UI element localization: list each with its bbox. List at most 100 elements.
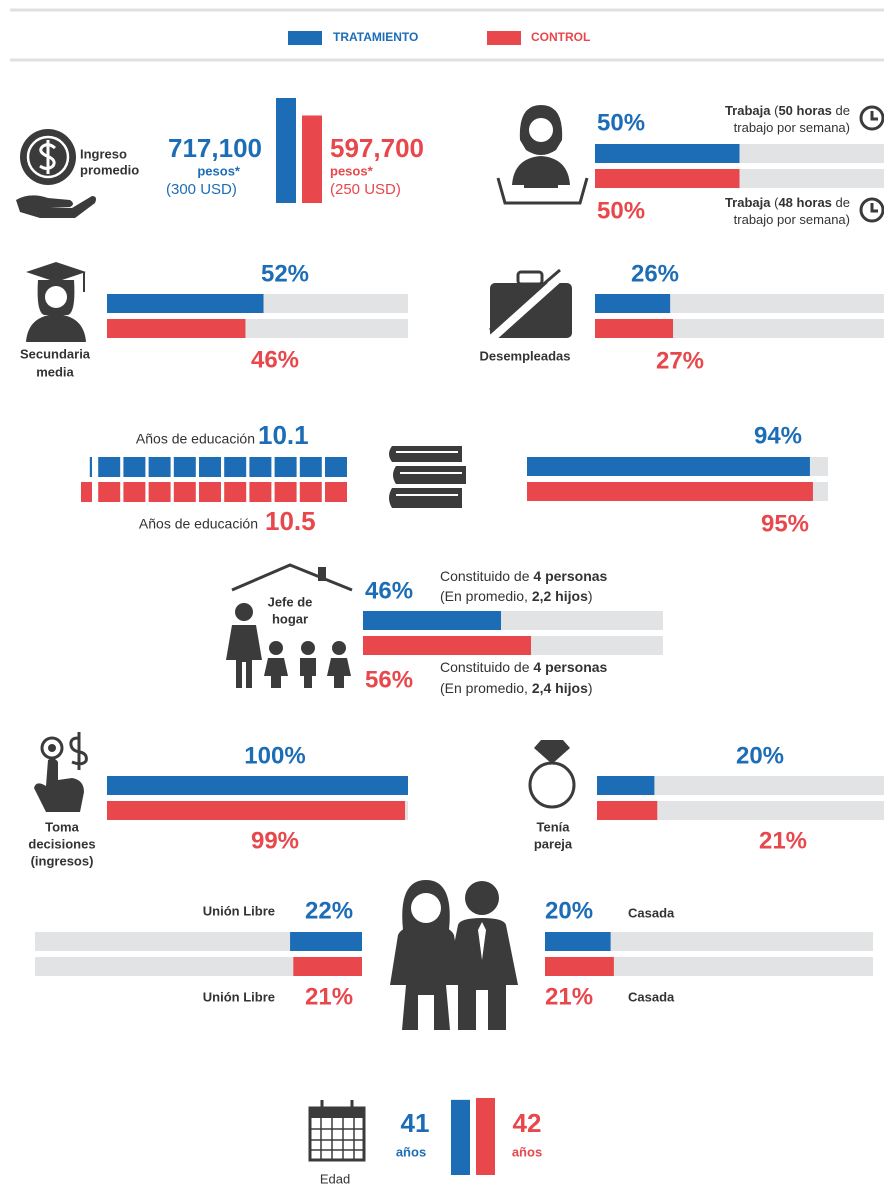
note: (En promedio, 2,2 hijos) (440, 588, 593, 604)
worker-icon (498, 105, 587, 203)
label: (ingresos) (31, 853, 94, 868)
value-label: 50% (597, 109, 645, 136)
value-label: 21% (305, 983, 353, 1010)
label: Casada (628, 989, 675, 1004)
value-label: 100% (244, 742, 305, 769)
value-label: 41 (401, 1108, 430, 1138)
legend-swatch (487, 31, 521, 45)
note-part: 2,2 hijos (532, 588, 588, 604)
value-label: 21% (759, 827, 807, 854)
note: trabajo por semana) (734, 212, 850, 227)
label: decisiones (28, 836, 95, 851)
label: Desempleadas (479, 348, 570, 363)
label: Secundaria (20, 346, 91, 361)
label: Años de educación (139, 516, 258, 532)
unit-squares (81, 482, 347, 502)
clock-hand (872, 203, 878, 211)
legend-swatch (288, 31, 322, 45)
bar (290, 932, 362, 951)
note-part: Constituido de (440, 659, 533, 675)
note: Trabaja (50 horas de (725, 103, 850, 118)
note-part: 2,4 hijos (532, 680, 588, 696)
note: (En promedio, 2,4 hijos) (440, 680, 593, 696)
unit: años (396, 1144, 426, 1159)
unit: pesos* (330, 163, 374, 178)
unit-squares (90, 457, 347, 477)
bar (476, 1098, 495, 1175)
bar (107, 801, 405, 820)
note: Trabaja (48 horas de (725, 195, 850, 210)
couple-icon (390, 880, 518, 1030)
note: Constituido de 4 personas (440, 659, 608, 675)
note-part: trabajo por semana) (734, 212, 850, 227)
value-label: 50% (597, 197, 645, 224)
bar (302, 115, 322, 203)
value-label: 20% (545, 897, 593, 924)
note-part: ) (588, 680, 593, 696)
value-label: 46% (251, 346, 299, 373)
value-label: 95% (761, 510, 809, 537)
family-icon (226, 565, 352, 688)
books-icon (389, 446, 466, 508)
calendar-icon (310, 1100, 364, 1160)
note-part: 4 personas (533, 568, 607, 584)
note-part: de (832, 103, 850, 118)
label: promedio (80, 162, 139, 177)
note-part: 48 horas (778, 195, 831, 210)
note-part: (En promedio, (440, 680, 532, 696)
value-label: 10.5 (265, 506, 316, 536)
value-label: 717,100 (168, 133, 262, 163)
label: media (36, 364, 74, 379)
value-label: 99% (251, 827, 299, 854)
bar (293, 957, 362, 976)
ring-icon (530, 740, 574, 807)
note-part: 4 personas (533, 659, 607, 675)
bar (597, 801, 657, 820)
bar (595, 169, 740, 188)
bar (597, 776, 654, 795)
bar (107, 776, 408, 795)
bar (363, 611, 501, 630)
decision-icon (34, 732, 86, 812)
value-label: 27% (656, 347, 704, 374)
usd: (300 USD) (166, 181, 237, 198)
value-label: 26% (631, 260, 679, 287)
bar (545, 957, 614, 976)
bar (595, 294, 670, 313)
bar (451, 1100, 470, 1175)
legend-label: CONTROL (531, 30, 590, 44)
bar (276, 98, 296, 203)
note-part: Trabaja (725, 103, 771, 118)
bar (363, 636, 531, 655)
value-label: 21% (545, 983, 593, 1010)
note-part: 50 horas (778, 103, 831, 118)
bar (545, 932, 611, 951)
value-label: 52% (261, 260, 309, 287)
note-part: Trabaja (725, 195, 771, 210)
bar (595, 144, 740, 163)
label: Tenía (537, 819, 571, 834)
value-label: 20% (736, 742, 784, 769)
bar (527, 482, 813, 501)
value-label: 22% (305, 897, 353, 924)
value-label: 46% (365, 577, 413, 604)
note-part: Constituido de (440, 568, 533, 584)
usd: (250 USD) (330, 181, 401, 198)
value-label: 56% (365, 666, 413, 693)
label: Unión Libre (203, 903, 275, 918)
label: Toma (45, 819, 79, 834)
label: Ingreso (80, 146, 127, 161)
label: pareja (534, 836, 573, 851)
label: hogar (272, 611, 308, 626)
label: Casada (628, 905, 675, 920)
note: Constituido de 4 personas (440, 568, 608, 584)
note-part: trabajo por semana) (734, 120, 850, 135)
unit: años (512, 1144, 542, 1159)
bar (107, 319, 245, 338)
legend-label: TRATAMIENTO (333, 30, 418, 44)
note: trabajo por semana) (734, 120, 850, 135)
label: Años de educación (136, 431, 255, 447)
unit: pesos* (197, 163, 241, 178)
note-part: de (832, 195, 850, 210)
infographic: TRATAMIENTO CONTROL Ingresopromedio 717,100… (0, 0, 884, 1194)
